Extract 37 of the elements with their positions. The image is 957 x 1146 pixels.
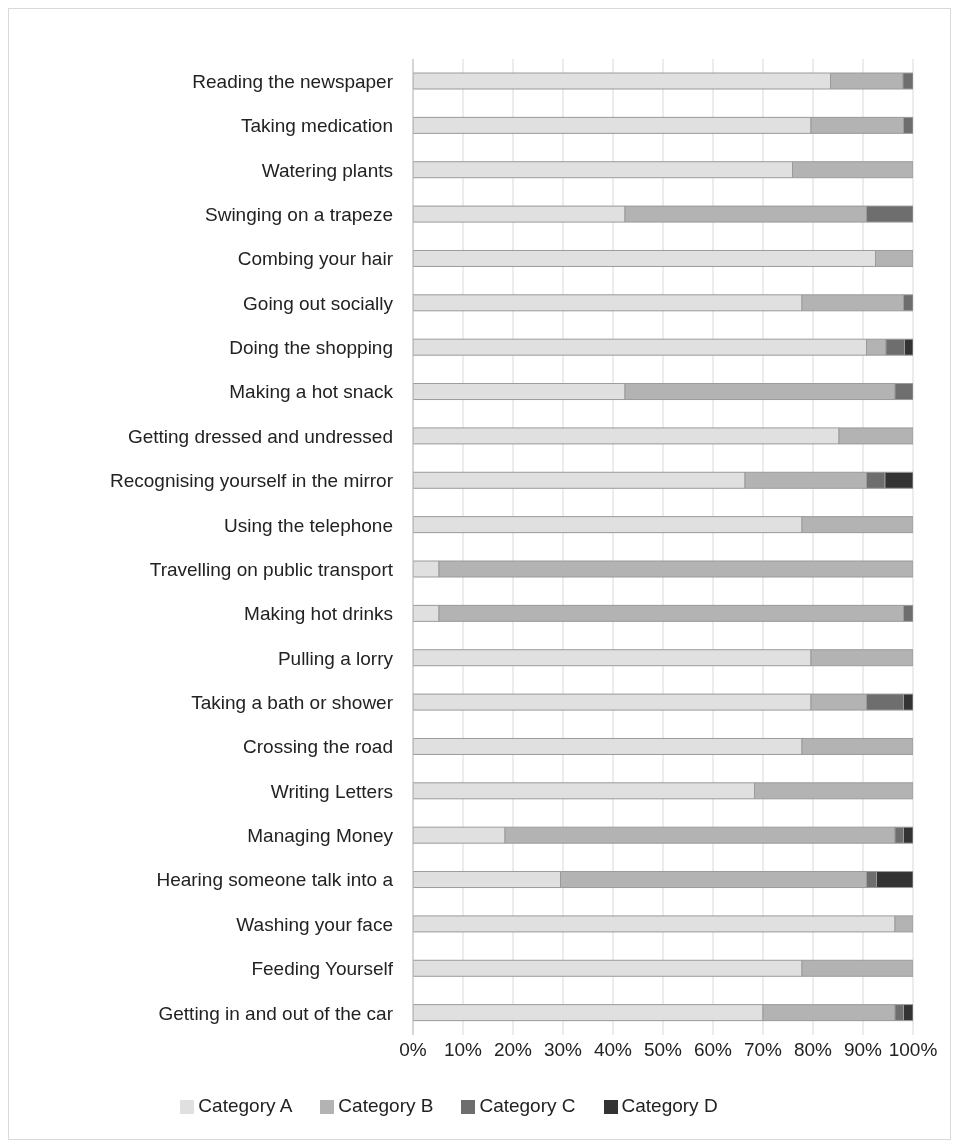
y-tick-label: Doing the shopping [229,337,393,359]
y-tick-label: Hearing someone talk into a [156,869,394,891]
y-tick-label: Writing Letters [270,780,393,802]
x-tick-label: 50% [643,1039,683,1061]
y-tick-label: Using the telephone [223,514,393,536]
x-tick-label: 90% [843,1039,883,1061]
y-tick-label: Recognising yourself in the mirror [109,470,394,492]
y-tick-label: Travelling on public transport [149,558,394,580]
y-tick-label: Taking medication [240,115,393,137]
y-tick-label: Making hot drinks [244,603,393,625]
x-tick-label: 70% [743,1039,783,1061]
y-tick-label: Feeding Yourself [251,958,394,980]
legend-label: Category C [479,1095,576,1116]
x-tick-label: 40% [593,1039,633,1061]
y-tick-label: Crossing the road [243,736,393,758]
y-tick-label: Reading the newspaper [192,70,394,92]
legend-label: Category B [338,1095,434,1116]
y-tick-label: Managing Money [247,825,394,847]
y-tick-label: Combing your hair [237,248,394,270]
x-tick-label: 0% [399,1039,427,1061]
y-tick-label: Going out socially [243,292,394,314]
y-tick-label: Washing your face [236,913,393,935]
y-tick-label: Pulling a lorry [277,647,394,669]
x-tick-label: 100% [888,1039,938,1061]
legend-label: Category A [198,1095,293,1116]
y-tick-label: Taking a bath or shower [191,692,394,714]
legend-label: Category D [621,1095,718,1116]
x-tick-label: 20% [493,1039,533,1061]
y-tick-label: Making a hot snack [229,381,394,403]
y-tick-label: Getting in and out of the car [158,1002,394,1024]
x-tick-label: 10% [443,1039,483,1061]
x-tick-label: 60% [693,1039,733,1061]
x-tick-label: 30% [543,1039,583,1061]
y-tick-label: Swinging on a trapeze [204,204,393,226]
y-tick-label: Watering plants [261,159,393,181]
x-tick-label: 80% [793,1039,833,1061]
y-tick-label: Getting dressed and undressed [127,425,393,447]
